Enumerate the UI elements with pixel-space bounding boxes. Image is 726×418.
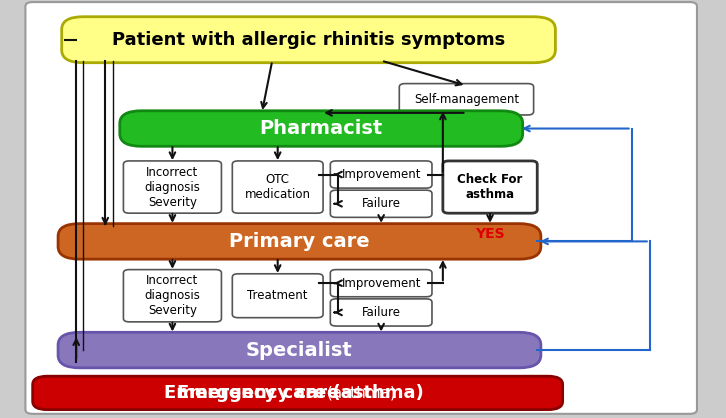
Text: (asthma): (asthma) <box>322 385 396 400</box>
FancyBboxPatch shape <box>443 161 537 213</box>
Text: Failure: Failure <box>362 306 401 319</box>
Text: Pharmacist: Pharmacist <box>260 119 383 138</box>
Text: Incorrect
diagnosis
Severity: Incorrect diagnosis Severity <box>144 166 200 209</box>
FancyBboxPatch shape <box>330 299 432 326</box>
FancyBboxPatch shape <box>58 332 541 368</box>
FancyBboxPatch shape <box>123 161 221 213</box>
Text: Primary care: Primary care <box>229 232 370 251</box>
Text: Failure: Failure <box>362 197 401 210</box>
Text: Incorrect
diagnosis
Severity: Incorrect diagnosis Severity <box>144 274 200 317</box>
Text: Self-management: Self-management <box>414 93 519 106</box>
Text: OTC
medication: OTC medication <box>245 173 311 201</box>
Text: Check For
asthma: Check For asthma <box>457 173 523 201</box>
FancyBboxPatch shape <box>330 190 432 217</box>
Text: Specialist: Specialist <box>246 341 353 359</box>
FancyBboxPatch shape <box>25 2 697 414</box>
FancyBboxPatch shape <box>120 111 523 146</box>
Text: Treatment: Treatment <box>248 289 308 302</box>
FancyBboxPatch shape <box>232 161 323 213</box>
FancyBboxPatch shape <box>330 161 432 188</box>
FancyBboxPatch shape <box>62 17 555 63</box>
FancyBboxPatch shape <box>123 270 221 322</box>
Text: Emergency care: Emergency care <box>176 384 339 402</box>
FancyBboxPatch shape <box>232 274 323 318</box>
FancyBboxPatch shape <box>58 224 541 259</box>
Text: Emergency care (asthma): Emergency care (asthma) <box>164 384 424 402</box>
Text: Improvement: Improvement <box>341 168 421 181</box>
FancyBboxPatch shape <box>33 376 563 410</box>
Text: YES: YES <box>476 227 505 241</box>
FancyBboxPatch shape <box>399 84 534 115</box>
FancyBboxPatch shape <box>330 270 432 297</box>
Text: Patient with allergic rhinitis symptoms: Patient with allergic rhinitis symptoms <box>112 31 505 49</box>
Text: Improvement: Improvement <box>341 277 421 290</box>
